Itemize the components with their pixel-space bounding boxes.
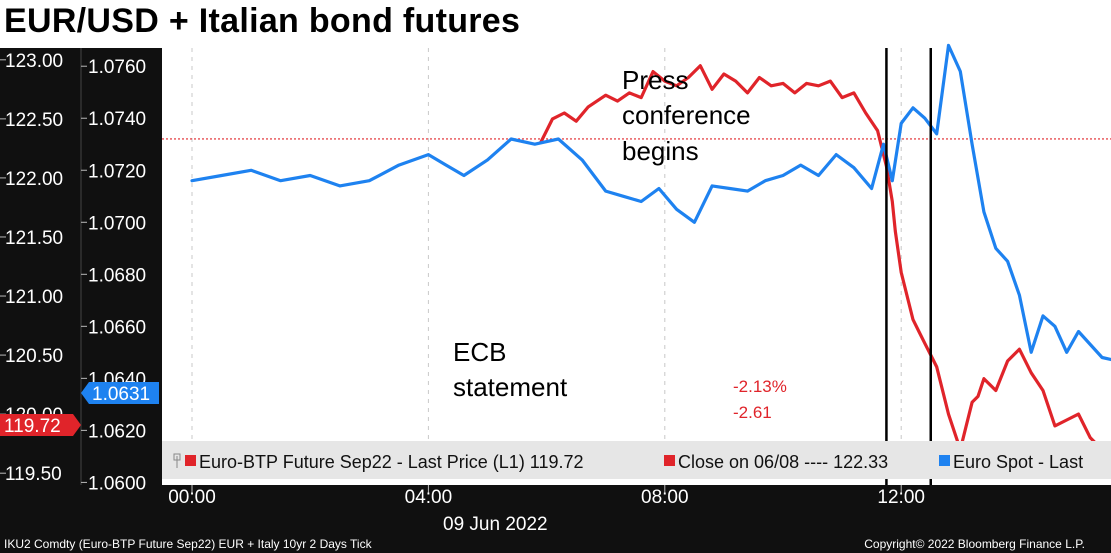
right-tick-label: 1.0600 [88, 473, 146, 494]
left-tick-label: 119.50 [5, 464, 62, 485]
series [190, 43, 1111, 456]
series-line-eurusd [190, 43, 1111, 362]
series-line-btp [539, 64, 1111, 456]
left-tick-label: 120.50 [5, 346, 63, 367]
left-tick-label: 122.00 [5, 169, 63, 190]
btp-last-value: 119.72 [4, 416, 61, 437]
legend-label-eurusd: Euro Spot - Last [953, 452, 1083, 472]
legend-label-close: Close on 06/08 ---- 122.33 [678, 452, 888, 472]
legend-swatch-close [664, 455, 675, 466]
footer-copyright: Copyright© 2022 Bloomberg Finance L.P. [864, 537, 1085, 551]
right-tick-label: 1.0700 [88, 213, 146, 234]
legend-swatch-btp [185, 455, 196, 466]
footer-source: IKU2 Comdty (Euro-BTP Future Sep22) EUR … [4, 537, 372, 551]
date-label: 09 Jun 2022 [443, 514, 548, 535]
change-abs-label: -2.61 [733, 403, 772, 422]
eurusd-last-tag: 1.0631 [81, 382, 159, 405]
left-axis: 123.00122.50122.00121.50121.00120.50120.… [0, 51, 63, 485]
right-tick-label: 1.0660 [88, 317, 146, 338]
left-tick-label: 122.50 [5, 110, 63, 131]
left-tick-label: 121.50 [5, 228, 63, 249]
x-tick-label: 08:00 [641, 487, 689, 508]
x-tick-label: 12:00 [877, 487, 925, 508]
right-tick-label: 1.0760 [88, 57, 146, 78]
annotation-press-line2: conference [622, 100, 751, 130]
left-tick-label: 123.00 [5, 51, 63, 72]
plot-area [162, 48, 1111, 485]
annotation-press-line1: Press [622, 65, 688, 95]
event-lines [885, 48, 932, 485]
legend: Euro-BTP Future Sep22 - Last Price (L1) … [162, 441, 1111, 479]
right-tick-label: 1.0680 [88, 265, 146, 286]
eurusd-last-value: 1.0631 [92, 384, 150, 405]
x-axis-panel [0, 485, 1111, 553]
change-pct-label: -2.13% [733, 377, 787, 396]
x-tick-label: 04:00 [405, 487, 453, 508]
x-tick-label: 00:00 [168, 487, 216, 508]
left-tick-label: 121.00 [5, 287, 63, 308]
right-tick-label: 1.0620 [88, 421, 146, 442]
annotation-press-line3: begins [622, 136, 699, 166]
btp-last-tag: 119.72 [0, 414, 81, 437]
legend-swatch-eurusd [939, 455, 950, 466]
right-tick-label: 1.0720 [88, 161, 146, 182]
legend-label-btp: Euro-BTP Future Sep22 - Last Price (L1) … [199, 452, 584, 472]
legend-marker-box-icon [173, 453, 181, 461]
chart-title: EUR/USD + Italian bond futures [4, 2, 521, 40]
annotation-ecb-line1: ECB [453, 337, 506, 367]
right-tick-label: 1.0740 [88, 109, 146, 130]
right-axis: 1.0760 1.0740 1.0720 1.0700 1.0680 1.0660 1.06… [81, 57, 146, 494]
annotation-ecb-line2: statement [453, 372, 568, 402]
grid [191, 48, 902, 441]
